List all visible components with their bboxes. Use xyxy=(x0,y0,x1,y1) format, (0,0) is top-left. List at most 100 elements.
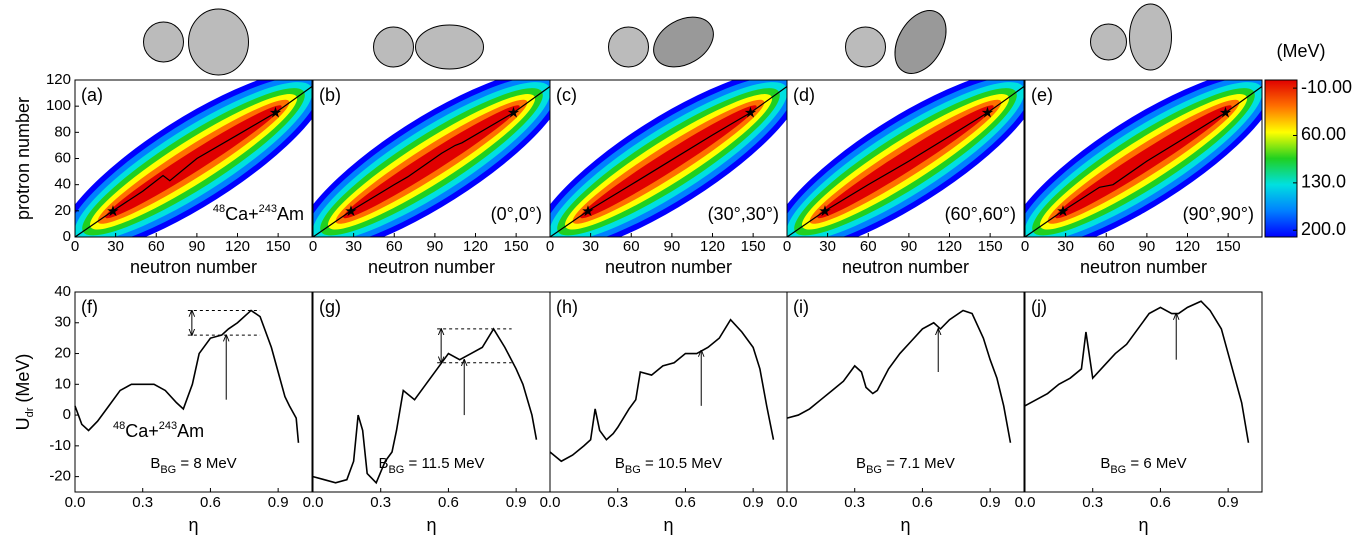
system-label-part: Am xyxy=(177,421,204,441)
orientation-label: (90°,90°) xyxy=(1183,204,1254,224)
y-tick-label: 100 xyxy=(46,97,71,114)
x-axis-label: η xyxy=(663,515,673,535)
plot-frame xyxy=(1024,79,1263,238)
y-tick-label: 40 xyxy=(54,283,71,300)
x-tick-label: 0.6 xyxy=(200,494,221,511)
x-tick-label: 0 xyxy=(783,238,791,255)
x-tick-label: 60 xyxy=(148,238,165,255)
plot-frame xyxy=(786,291,1025,493)
x-tick-label: 120 xyxy=(937,238,962,255)
barrier-label: BBG = 8 MeV xyxy=(150,455,236,476)
barrier-label: BBG = 7.1 MeV xyxy=(856,455,955,476)
energy-band xyxy=(343,105,520,219)
panel-label: (c) xyxy=(556,85,577,105)
x-tick-label: 30 xyxy=(1057,238,1074,255)
star: ★ xyxy=(1056,203,1069,220)
panel-label: (b) xyxy=(319,85,341,105)
x-axis-label: η xyxy=(426,515,436,535)
x-tick-label: 0.9 xyxy=(1218,494,1239,511)
energy-map xyxy=(787,80,1024,237)
y-tick-label: 0 xyxy=(63,406,71,423)
x-tick-label: 150 xyxy=(1216,238,1241,255)
x-tick-label: 0.9 xyxy=(506,494,527,511)
y-tick-label: 120 xyxy=(46,71,71,88)
energy-band xyxy=(1055,105,1232,219)
x-tick-label: 150 xyxy=(266,238,291,255)
potential-line xyxy=(1024,300,1250,443)
barrier-label-part: B xyxy=(615,455,625,472)
x-tick-label: 120 xyxy=(1175,238,1200,255)
x-tick-label: 0.9 xyxy=(980,494,1001,511)
y-tick-label: 60 xyxy=(54,149,71,166)
x-tick-label: 0.3 xyxy=(844,494,865,511)
x-tick-label: 0.0 xyxy=(540,494,561,511)
x-tick-label: 150 xyxy=(978,238,1003,255)
barrier-label-part: B xyxy=(856,455,866,472)
nucleus-shape xyxy=(143,21,184,63)
x-axis-label: η xyxy=(1138,515,1148,535)
panel-label: (h) xyxy=(556,297,578,317)
minimum-path xyxy=(1024,86,1263,238)
minimum-path xyxy=(786,86,1025,238)
nucleus-shape xyxy=(845,26,886,68)
barrier-label-part: BG xyxy=(866,464,882,476)
orientation-label: (30°,30°) xyxy=(708,204,779,224)
panel-label: (e) xyxy=(1031,85,1053,105)
y-tick-label: 30 xyxy=(54,314,71,331)
nucleus-shape xyxy=(653,16,714,68)
potential-line xyxy=(549,318,775,463)
x-tick-label: 30 xyxy=(582,238,599,255)
barrier-label-part: BG xyxy=(160,464,176,476)
system-label: 48Ca+243Am xyxy=(213,203,304,224)
nucleus-shape xyxy=(894,10,947,74)
x-tick-label: 0.6 xyxy=(675,494,696,511)
x-tick-label: 0.0 xyxy=(303,494,324,511)
x-tick-label: 0.0 xyxy=(65,494,86,511)
plot-frame xyxy=(1024,291,1263,493)
y-tick-label: 20 xyxy=(54,202,71,219)
system-label-part: 48 xyxy=(213,203,225,215)
x-tick-label: 0.9 xyxy=(743,494,764,511)
x-tick-label: 0 xyxy=(71,238,79,255)
x-tick-label: 150 xyxy=(741,238,766,255)
x-tick-label: 150 xyxy=(504,238,529,255)
panel-label: (f) xyxy=(81,297,98,317)
x-tick-label: 30 xyxy=(819,238,836,255)
system-label-part: 243 xyxy=(159,420,177,432)
system-label: 48Ca+243Am xyxy=(113,420,204,441)
y-tick-label: 20 xyxy=(54,345,71,362)
orientation-label: (0°,0°) xyxy=(491,204,542,224)
colorbar-title: (MeV) xyxy=(1277,41,1326,61)
panel-label: (a) xyxy=(81,85,103,105)
x-tick-label: 90 xyxy=(427,238,444,255)
panel-label: (g) xyxy=(319,297,341,317)
potential-line xyxy=(312,327,538,485)
x-tick-label: 0.3 xyxy=(607,494,628,511)
barrier-label-part: = 7.1 MeV xyxy=(882,455,955,472)
y-axis-label: protron number xyxy=(13,97,33,220)
barrier-label: BBG = 10.5 MeV xyxy=(615,455,722,476)
star: ★ xyxy=(981,105,994,122)
energy-map xyxy=(1025,80,1262,237)
plot-frame xyxy=(74,291,313,493)
colorbar-tick-label: 130.0 xyxy=(1301,172,1346,192)
x-tick-label: 120 xyxy=(700,238,725,255)
x-tick-label: 90 xyxy=(1139,238,1156,255)
system-label-part: Ca+ xyxy=(225,204,259,224)
star: ★ xyxy=(344,203,357,220)
x-tick-label: 0 xyxy=(546,238,554,255)
x-axis-label: neutron number xyxy=(368,257,495,277)
y-axis-label-part: U xyxy=(13,417,33,430)
barrier-label-part: B xyxy=(150,455,160,472)
x-tick-label: 0.9 xyxy=(268,494,289,511)
y-tick-label: 0 xyxy=(63,228,71,245)
x-axis-label: neutron number xyxy=(1080,257,1207,277)
x-tick-label: 0.0 xyxy=(777,494,798,511)
x-tick-label: 60 xyxy=(623,238,640,255)
barrier-label: BBG = 11.5 MeV xyxy=(378,455,484,476)
system-label-part: 243 xyxy=(259,203,277,215)
barrier-label-part: BG xyxy=(388,464,404,476)
star: ★ xyxy=(507,105,520,122)
x-tick-label: 0.6 xyxy=(438,494,459,511)
